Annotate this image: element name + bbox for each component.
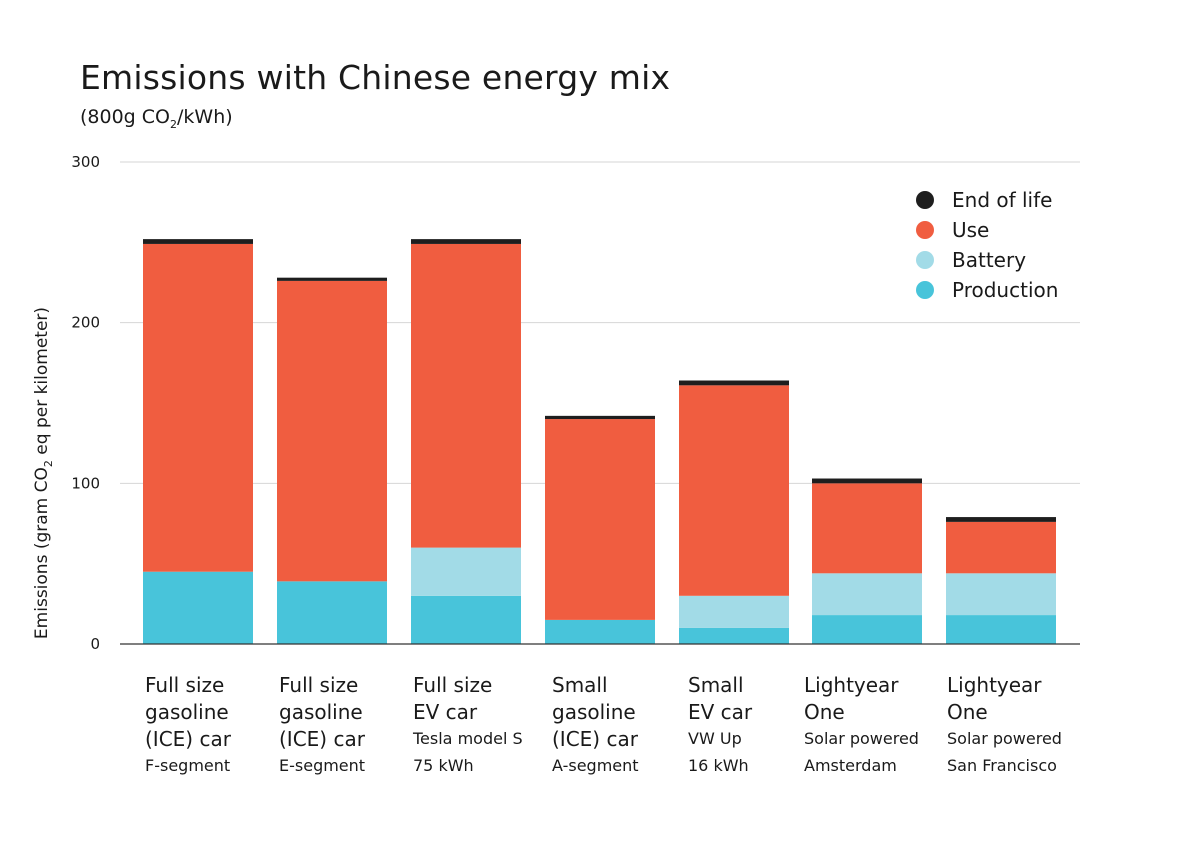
category-label-3-line-1: Full size bbox=[413, 673, 492, 697]
bar-use-4 bbox=[545, 419, 655, 620]
bar-battery-6 bbox=[812, 573, 922, 616]
chart-subtitle: (800g CO2/kWh) bbox=[80, 106, 233, 131]
chart-title: Emissions with Chinese energy mix bbox=[80, 58, 671, 97]
legend-marker-battery bbox=[916, 251, 934, 269]
category-label-2-line-1: Full size bbox=[279, 673, 358, 697]
bar-end-of-life-3 bbox=[411, 239, 521, 244]
legend-marker-use bbox=[916, 221, 934, 239]
category-label-4-line-3: (ICE) car bbox=[552, 727, 639, 751]
legend-label-battery: Battery bbox=[952, 248, 1026, 272]
bar-end-of-life-2 bbox=[277, 277, 387, 281]
category-sublabel-4-line-1: A-segment bbox=[552, 756, 639, 775]
category-label-7-line-2: One bbox=[947, 700, 988, 724]
category-sublabel-6-line-2: Amsterdam bbox=[804, 756, 897, 775]
y-axis-label-subscript: 2 bbox=[42, 460, 55, 467]
bar-end-of-life-1 bbox=[143, 239, 253, 244]
bar-production-4 bbox=[545, 619, 655, 644]
bar-production-2 bbox=[277, 581, 387, 644]
legend-label-end-of-life: End of life bbox=[952, 188, 1052, 212]
bar-use-5 bbox=[679, 385, 789, 596]
category-label-3-line-2: EV car bbox=[413, 700, 478, 724]
bar-use-7 bbox=[946, 521, 1056, 574]
bar-production-6 bbox=[812, 615, 922, 644]
category-sublabel-7-line-1: Solar powered bbox=[947, 729, 1062, 748]
category-sublabel-5-line-1: VW Up bbox=[688, 729, 742, 748]
bar-use-6 bbox=[812, 483, 922, 574]
category-label-5-line-1: Small bbox=[688, 673, 744, 697]
legend-marker-end-of-life bbox=[916, 191, 934, 209]
bar-end-of-life-7 bbox=[946, 517, 1056, 522]
bar-end-of-life-4 bbox=[545, 415, 655, 420]
category-label-1-line-1: Full size bbox=[145, 673, 224, 697]
bar-production-5 bbox=[679, 627, 789, 644]
bar-end-of-life-5 bbox=[679, 380, 789, 386]
y-tick-label-100: 100 bbox=[71, 474, 100, 492]
category-sublabel-6-line-1: Solar powered bbox=[804, 729, 919, 748]
y-axis-label: Emissions (gram CO2 eq per kilometer) bbox=[32, 307, 55, 639]
y-axis-label-part: Emissions (gram CO bbox=[32, 467, 52, 639]
category-sublabel-2-line-1: E-segment bbox=[279, 756, 365, 775]
category-label-5-line-2: EV car bbox=[688, 700, 753, 724]
subtitle-subscript: 2 bbox=[170, 117, 177, 131]
legend-label-production: Production bbox=[952, 278, 1058, 302]
subtitle-suffix: /kWh) bbox=[177, 106, 233, 128]
bar-use-3 bbox=[411, 243, 521, 548]
category-sublabel-5-line-2: 16 kWh bbox=[688, 756, 749, 775]
category-sublabel-3-line-1: Tesla model S bbox=[412, 729, 523, 748]
bar-end-of-life-6 bbox=[812, 478, 922, 484]
bar-battery-7 bbox=[946, 573, 1056, 616]
y-axis-label-part: eq per kilometer) bbox=[32, 307, 52, 460]
category-label-4-line-2: gasoline bbox=[552, 700, 636, 724]
category-label-7-line-1: Lightyear bbox=[947, 673, 1042, 697]
category-label-6-line-2: One bbox=[804, 700, 845, 724]
category-sublabel-7-line-2: San Francisco bbox=[947, 756, 1057, 775]
bar-production-1 bbox=[143, 571, 253, 644]
category-label-1-line-2: gasoline bbox=[145, 700, 229, 724]
subtitle-prefix: (800g CO bbox=[80, 106, 170, 128]
bar-production-7 bbox=[946, 615, 1056, 644]
y-tick-label-200: 200 bbox=[71, 314, 100, 332]
bar-battery-3 bbox=[411, 547, 521, 596]
category-label-1-line-3: (ICE) car bbox=[145, 727, 232, 751]
legend-marker-production bbox=[916, 281, 934, 299]
category-label-4-line-1: Small bbox=[552, 673, 608, 697]
bar-use-2 bbox=[277, 280, 387, 582]
bar-production-3 bbox=[411, 595, 521, 644]
bar-battery-5 bbox=[679, 595, 789, 628]
y-tick-label-0: 0 bbox=[90, 635, 100, 653]
legend-label-use: Use bbox=[952, 218, 989, 242]
y-tick-label-300: 300 bbox=[71, 153, 100, 171]
bar-use-1 bbox=[143, 243, 253, 572]
category-sublabel-1-line-1: F-segment bbox=[145, 756, 230, 775]
category-label-6-line-1: Lightyear bbox=[804, 673, 899, 697]
category-label-2-line-3: (ICE) car bbox=[279, 727, 366, 751]
category-label-2-line-2: gasoline bbox=[279, 700, 363, 724]
category-sublabel-3-line-2: 75 kWh bbox=[413, 756, 474, 775]
